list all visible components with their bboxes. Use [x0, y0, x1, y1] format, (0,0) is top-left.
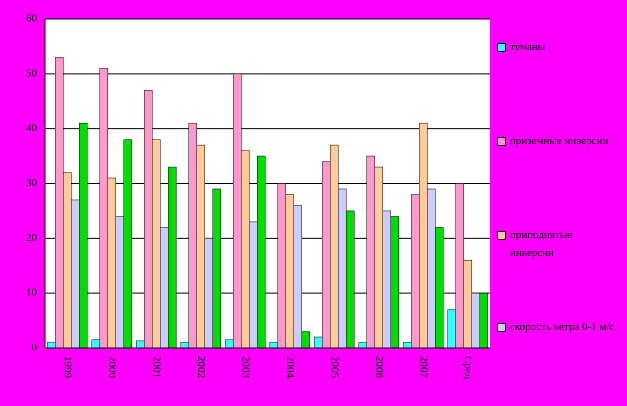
- bar: [107, 177, 116, 349]
- legend-item: скорость ветра 0-1 м/с: [497, 318, 615, 336]
- bar: [204, 238, 213, 349]
- x-tick-label: 2004: [284, 356, 296, 379]
- legend-item: туманы: [497, 38, 615, 56]
- bar: [168, 166, 177, 349]
- bar: [63, 172, 72, 349]
- bar: [285, 194, 294, 349]
- bar: [180, 342, 189, 349]
- legend-label: приподнятые инверсии: [510, 229, 572, 259]
- legend-item: приподнятые инверсии: [497, 226, 615, 262]
- legend-swatch: [497, 323, 506, 332]
- legend-swatch: [497, 137, 506, 146]
- x-tick-label: 2006: [373, 356, 385, 379]
- legend-swatch: [497, 231, 506, 240]
- bar: [390, 216, 399, 349]
- bar: [241, 150, 250, 349]
- legend-swatch: [497, 43, 506, 52]
- bar: [322, 161, 331, 349]
- bar: [277, 183, 286, 349]
- legend-label: приземные инверсии: [510, 135, 609, 147]
- bar: [455, 183, 464, 349]
- y-tick-label: 50: [26, 67, 38, 79]
- bar: [91, 339, 100, 349]
- bar: [293, 205, 302, 349]
- bar: [249, 221, 258, 349]
- bar: [160, 227, 169, 349]
- bar: [366, 155, 375, 349]
- bar: [196, 144, 205, 349]
- bar: [225, 339, 234, 349]
- bar: [144, 90, 153, 349]
- bar: [212, 188, 221, 349]
- bar: [411, 194, 420, 349]
- bar: [403, 342, 412, 349]
- x-tick-label: 2002: [195, 356, 207, 378]
- bar: [427, 188, 436, 349]
- bar: [358, 342, 367, 349]
- bar: [314, 336, 323, 349]
- bar: [79, 122, 88, 349]
- bar: [330, 144, 339, 349]
- y-tick-label: 0: [32, 342, 38, 354]
- y-tick-label: 30: [26, 177, 38, 189]
- bar: [338, 188, 347, 349]
- x-tick-label: 2000: [106, 356, 118, 379]
- x-tick-label: 2003: [240, 356, 252, 379]
- bar: [382, 210, 391, 349]
- bar: [136, 340, 145, 349]
- x-tick-label: 2001: [151, 356, 163, 378]
- bar: [269, 342, 278, 349]
- y-tick-label: 10: [26, 287, 38, 299]
- bar: [447, 309, 456, 349]
- x-tick-label: 2005: [329, 356, 341, 379]
- bar: [55, 57, 64, 349]
- bar: [471, 292, 480, 349]
- x-tick-label: 1999: [62, 356, 74, 379]
- y-tick-label: 40: [26, 122, 38, 134]
- bar: [47, 342, 56, 349]
- bar: [71, 199, 80, 349]
- bar: [419, 122, 428, 349]
- y-tick-label: 20: [26, 232, 38, 244]
- bar: [123, 139, 132, 349]
- bar: [463, 260, 472, 349]
- bar: [188, 122, 197, 349]
- bar: [301, 331, 310, 349]
- bar: [346, 210, 355, 349]
- x-tick-label: Сред: [462, 356, 474, 380]
- bar: [374, 166, 383, 349]
- legend-item: приземные инверсии: [497, 132, 615, 150]
- y-tick-label: 60: [26, 13, 38, 25]
- bar: [152, 139, 161, 349]
- legend-label: туманы: [510, 41, 546, 53]
- bar: [479, 292, 488, 349]
- bar: [435, 227, 444, 349]
- legend-label: скорость ветра 0-1 м/с: [510, 321, 615, 333]
- bar: [257, 155, 266, 349]
- bar: [115, 216, 124, 349]
- x-tick-label: 2007: [418, 356, 430, 379]
- bar: [233, 73, 242, 349]
- bar: [99, 68, 108, 349]
